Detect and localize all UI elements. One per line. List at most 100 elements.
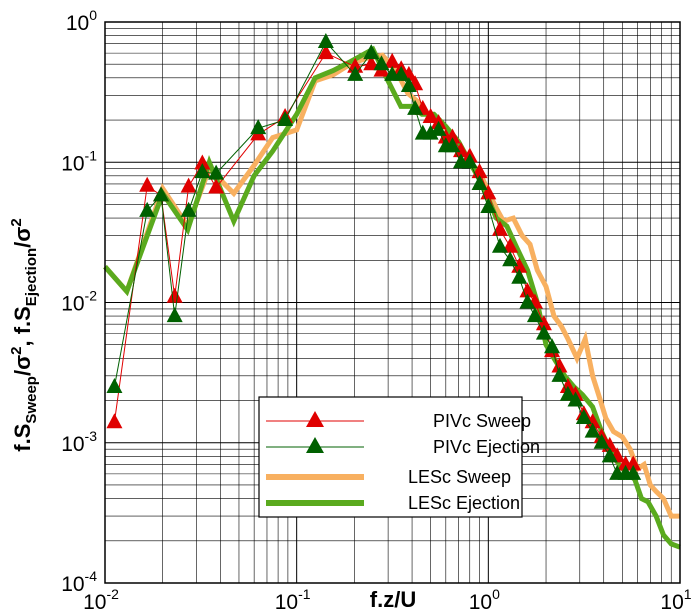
data-point-triangle (625, 464, 642, 480)
data-point-triangle (444, 137, 461, 153)
data-point-triangle (471, 174, 488, 190)
series-layer (103, 33, 681, 550)
y-tick-label: 10-1 (61, 147, 97, 175)
y-title-sup-4: 2 (8, 218, 25, 226)
x-tick-label: 10-2 (83, 586, 119, 614)
data-point-triangle (153, 186, 170, 202)
data-point-triangle (166, 287, 183, 303)
x-tick-base: 10 (83, 591, 106, 614)
data-point-triangle (559, 377, 576, 393)
data-point-triangle (208, 164, 225, 180)
y-title-part-1: f.S (10, 424, 35, 452)
data-point-triangle (277, 111, 294, 127)
y-tick-exp: -1 (85, 147, 98, 163)
data-point-triangle (139, 176, 156, 192)
x-tick-base: 10 (660, 591, 683, 614)
y-axis-title: f.SSweep/σ2, f.SEjection/σ2 (8, 218, 40, 451)
data-point-triangle (575, 409, 592, 425)
data-point-triangle (347, 65, 364, 81)
data-point-triangle (430, 120, 447, 136)
y-title-sup-2: 2 (8, 347, 25, 355)
data-point-triangle (519, 293, 536, 309)
y-title-sub-3: Ejection (23, 248, 40, 306)
y-tick-exp: 0 (89, 7, 97, 23)
x-tick-label: 100 (469, 586, 500, 614)
series-line (103, 52, 680, 519)
data-point-triangle (567, 391, 584, 407)
y-tick-exp: -3 (85, 428, 98, 444)
legend-box (258, 396, 523, 518)
y-tick-exp: -4 (85, 568, 98, 584)
legend-item-pivc-ejection: PIVc Ejection (266, 437, 540, 457)
data-point-triangle (502, 237, 519, 253)
legend-item-pivc-sweep: PIVc Sweep (266, 411, 531, 431)
data-point-triangle (106, 377, 123, 393)
y-tick-label: 10-4 (61, 568, 97, 596)
y-tick-exp: -2 (85, 288, 98, 304)
data-point-triangle (139, 201, 156, 217)
data-point-triangle (535, 324, 552, 340)
legend-item-lesc-sweep: LESc Sweep (266, 467, 511, 487)
x-tick-exp: -1 (298, 586, 311, 602)
y-tick-base: 10 (61, 573, 84, 596)
y-tick-label: 100 (66, 7, 97, 35)
x-tick-base: 10 (275, 591, 298, 614)
legend-item-lesc-ejection: LESc Ejection (266, 493, 520, 513)
y-title-sub-1: Sweep (23, 376, 40, 424)
data-point-triangle (180, 177, 197, 193)
y-title-part-3: , f.S (10, 306, 35, 346)
data-point-triangle (593, 433, 610, 449)
x-tick-label: 101 (660, 586, 691, 614)
x-tick-base: 10 (469, 591, 492, 614)
y-tick-base: 10 (61, 152, 84, 175)
data-point-triangle (452, 142, 469, 158)
data-point-triangle (400, 76, 417, 92)
data-point-triangle (544, 338, 561, 354)
data-point-triangle (363, 44, 380, 60)
data-point-triangle (363, 55, 380, 71)
data-point-triangle (584, 422, 601, 438)
data-point-triangle (317, 44, 334, 60)
data-point-triangle (625, 455, 642, 471)
y-tick-label: 10-3 (61, 428, 97, 456)
plot-frame (104, 21, 681, 584)
data-point-triangle (106, 413, 123, 429)
data-point-triangle (502, 251, 519, 267)
data-point-triangle (511, 257, 528, 273)
data-point-triangle (551, 357, 568, 373)
data-point-triangle (208, 178, 225, 194)
data-point-triangle (373, 55, 390, 71)
data-point-triangle (384, 52, 401, 68)
data-point-triangle (480, 197, 497, 213)
legend-triangle-red-icon (306, 411, 324, 427)
data-point-triangle (194, 163, 211, 179)
data-point-triangle (526, 307, 543, 323)
data-point-triangle (444, 128, 461, 144)
data-point-triangle (491, 237, 508, 253)
data-point-triangle (551, 366, 568, 382)
x-tick-exp: 1 (684, 586, 692, 602)
x-tick-exp: -2 (106, 586, 119, 602)
legend-label-pivc-ejection: PIVc Ejection (433, 437, 540, 457)
x-tick-exp: 0 (492, 586, 500, 602)
data-point-triangle (584, 413, 601, 429)
data-point-triangle (180, 201, 197, 217)
x-axis-title: f.z/U (370, 587, 416, 612)
data-point-triangle (422, 108, 439, 124)
x-tick-label: 10-1 (275, 586, 311, 614)
series-pivc-ejection (106, 33, 642, 480)
data-point-triangle (519, 282, 536, 298)
data-point-triangle (166, 307, 183, 323)
data-point-triangle (317, 33, 334, 49)
data-point-triangle (601, 447, 618, 463)
legend-label-pivc-sweep: PIVc Sweep (433, 411, 531, 431)
data-point-triangle (407, 99, 424, 115)
data-point-triangle (511, 268, 528, 284)
data-point-triangle (559, 385, 576, 401)
data-point-triangle (393, 65, 410, 81)
svg-text:f.SSweep/σ2, f.SEjection/σ2: f.SSweep/σ2, f.SEjection/σ2 (8, 218, 40, 451)
series-lesc-sweep (103, 52, 680, 519)
data-point-triangle (461, 153, 478, 169)
